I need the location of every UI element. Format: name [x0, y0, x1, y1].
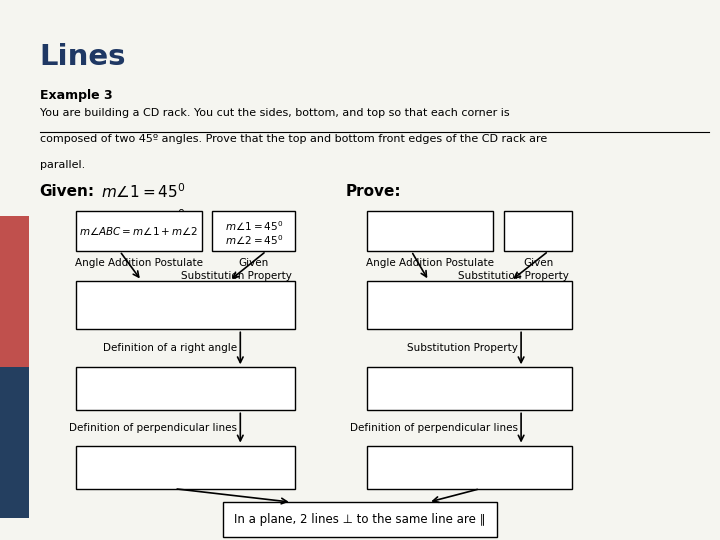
Text: composed of two 45º angles. Prove that the top and bottom front edges of the CD : composed of two 45º angles. Prove that t… — [40, 134, 547, 144]
Bar — [367, 211, 493, 251]
Bar — [367, 281, 572, 329]
Bar — [76, 367, 295, 410]
Text: Given:: Given: — [40, 184, 95, 199]
Text: Substitution Property: Substitution Property — [181, 271, 292, 281]
Bar — [212, 211, 295, 251]
Text: Substitution Property: Substitution Property — [458, 271, 569, 281]
Bar — [367, 367, 572, 410]
Bar — [76, 446, 295, 489]
Text: Substitution Property: Substitution Property — [407, 343, 518, 353]
Text: Given: Given — [523, 258, 554, 268]
Text: Example 3: Example 3 — [40, 89, 112, 102]
Text: $m\angle ABC=m\angle 1+m\angle 2$: $m\angle ABC=m\angle 1+m\angle 2$ — [79, 225, 198, 237]
Text: In a plane, 2 lines ⊥ to the same line are ∥: In a plane, 2 lines ⊥ to the same line a… — [234, 513, 486, 526]
Text: Prove:: Prove: — [346, 184, 401, 199]
Text: $m\angle 1=45^0$: $m\angle 1=45^0$ — [101, 183, 186, 201]
Text: $m\angle 2=45^0$: $m\angle 2=45^0$ — [101, 208, 186, 227]
Bar — [223, 502, 497, 537]
Bar — [0, 367, 29, 518]
Text: $m\angle 1=45^0$: $m\angle 1=45^0$ — [225, 219, 283, 233]
Text: parallel.: parallel. — [40, 160, 85, 170]
Text: Angle Addition Postulate: Angle Addition Postulate — [366, 258, 494, 268]
Text: Lines: Lines — [40, 43, 126, 71]
Text: Definition of a right angle: Definition of a right angle — [102, 343, 237, 353]
Bar — [0, 216, 29, 367]
Text: Definition of perpendicular lines: Definition of perpendicular lines — [68, 423, 237, 433]
Text: You are building a CD rack. You cut the sides, bottom, and top so that each corn: You are building a CD rack. You cut the … — [40, 108, 509, 118]
Bar — [76, 211, 202, 251]
Text: Definition of perpendicular lines: Definition of perpendicular lines — [349, 423, 518, 433]
Text: Given: Given — [238, 258, 269, 268]
Text: $m\angle 2=45^0$: $m\angle 2=45^0$ — [225, 233, 283, 247]
Bar — [504, 211, 572, 251]
Bar — [76, 281, 295, 329]
Text: Angle Addition Postulate: Angle Addition Postulate — [75, 258, 202, 268]
Bar — [367, 446, 572, 489]
